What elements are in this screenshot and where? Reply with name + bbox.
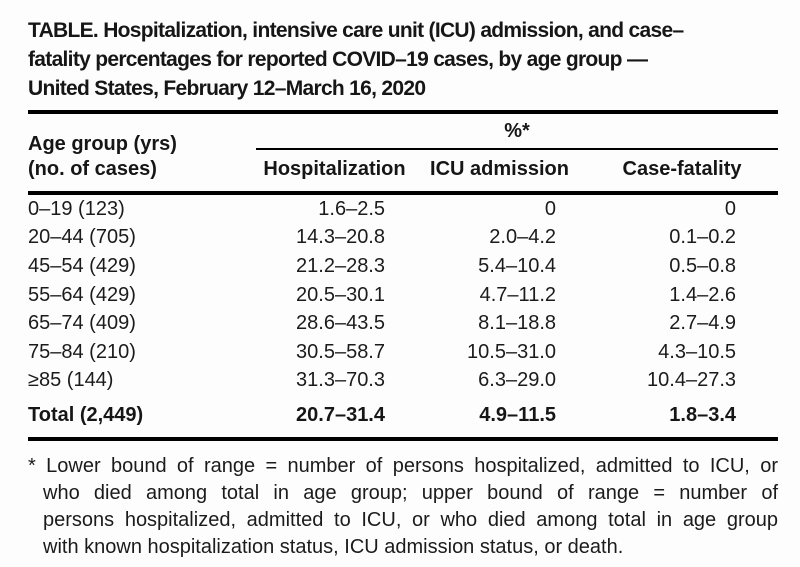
total-case-fatality-cell: 1.8–3.4	[586, 395, 779, 442]
case-fatality-cell: 0.5–0.8	[669, 254, 737, 277]
icu-admission-cell: 4.7–11.2	[479, 283, 556, 306]
icu-admission-cell: 6.3–29.0	[478, 369, 556, 392]
spanner-header-row: Age group (yrs) (no. of cases) %*	[28, 112, 779, 195]
case-fatality-cell: 10.4–27.3	[647, 369, 737, 392]
age-group-header-line-1: Age group (yrs)	[28, 133, 177, 155]
table-row-age-85-plus: ≥85 (144) 31.3–70.3 6.3–29.0 10.4–27.3	[28, 367, 778, 396]
total-icu-admission-cell: 4.9–11.5	[413, 395, 586, 442]
age-group-cell: 55–64 (429)	[28, 283, 136, 306]
hospitalization-cell: 31.3–70.3	[296, 369, 385, 392]
age-group-cell: ≥85 (144)	[28, 369, 114, 392]
case-fatality-cell: 0.1–0.2	[669, 226, 737, 249]
table-title-line-3: United States, February 12–March 16, 202…	[28, 77, 426, 100]
case-fatality-cell: 1.4–2.6	[669, 283, 737, 306]
total-hospitalization-cell: 20.7–31.4	[256, 395, 413, 442]
column-header-row: Hospitalization ICU admission Case-fatal…	[28, 149, 779, 195]
total-row: Total (2,449) 20.7–31.4 4.9–11.5 1.8–3.4	[28, 395, 779, 442]
age-group-cell: 0–19 (123)	[28, 197, 125, 220]
hospitalization-cell: 30.5–58.7	[296, 340, 385, 363]
footnote-line-1: * Lower bound of range = number of perso…	[28, 455, 778, 478]
covid-age-group-table: Age group (yrs) (no. of cases) %* Hospit…	[28, 110, 779, 442]
column-header-case-fatality: Case-fatality	[586, 149, 779, 195]
table-row-age-0-19: 0–19 (123) 1.6–2.5 0 0	[28, 193, 778, 224]
table-title-line-2: fatality percentages for reported COVID–…	[28, 48, 648, 71]
icu-admission-cell: 2.0–4.2	[489, 226, 556, 249]
table-row-age-45-54: 45–54 (429) 21.2–28.3 5.4–10.4 0.5–0.8	[28, 252, 778, 281]
hospitalization-cell: 28.6–43.5	[296, 312, 385, 335]
age-group-header-line-2: (no. of cases)	[28, 158, 157, 180]
table-row-age-20-44: 20–44 (705) 14.3–20.8 2.0–4.2 0.1–0.2	[28, 224, 778, 253]
age-group-column-header: Age group (yrs) (no. of cases)	[28, 112, 256, 195]
case-fatality-cell: 0	[724, 197, 737, 220]
table-row-age-65-74: 65–74 (409) 28.6–43.5 8.1–18.8 2.7–4.9	[28, 309, 778, 338]
hospitalization-cell: 1.6–2.5	[318, 197, 385, 220]
age-group-cell: 45–54 (429)	[28, 254, 136, 277]
case-fatality-cell: 2.7–4.9	[669, 312, 737, 335]
icu-admission-cell: 0	[544, 197, 556, 220]
hospitalization-cell: 14.3–20.8	[296, 226, 385, 249]
table-row-age-55-64: 55–64 (429) 20.5–30.1 4.7–11.2 1.4–2.6	[28, 281, 778, 310]
icu-admission-cell: 8.1–18.8	[478, 312, 556, 335]
footnote-line-4: with known hospitalization status, ICU a…	[43, 536, 624, 559]
footnote-line-2: who died among total in age group; upper…	[43, 482, 778, 505]
table-footnote: * Lower bound of range = number of perso…	[28, 453, 778, 561]
column-header-icu-admission: ICU admission	[413, 149, 586, 195]
case-fatality-cell: 4.3–10.5	[658, 340, 737, 363]
column-header-hospitalization: Hospitalization	[256, 149, 413, 195]
footnote-line-3: persons hospitalized, admitted to ICU, o…	[43, 509, 778, 532]
age-group-cell: 65–74 (409)	[28, 312, 136, 335]
table-row-age-75-84: 75–84 (210) 30.5–58.7 10.5–31.0 4.3–10.5	[28, 338, 778, 367]
hospitalization-cell: 20.5–30.1	[296, 283, 385, 306]
age-group-cell: 20–44 (705)	[28, 226, 136, 249]
total-label-cell: Total (2,449)	[28, 395, 256, 442]
icu-admission-cell: 10.5–31.0	[467, 340, 556, 363]
percent-spanner-header: %*	[256, 112, 779, 150]
age-group-cell: 75–84 (210)	[28, 340, 136, 363]
icu-admission-cell: 5.4–10.4	[478, 254, 556, 277]
hospitalization-cell: 21.2–28.3	[296, 254, 385, 277]
table-title: TABLE. Hospitalization, intensive care u…	[28, 16, 778, 103]
table-title-line-1: TABLE. Hospitalization, intensive care u…	[28, 19, 684, 42]
